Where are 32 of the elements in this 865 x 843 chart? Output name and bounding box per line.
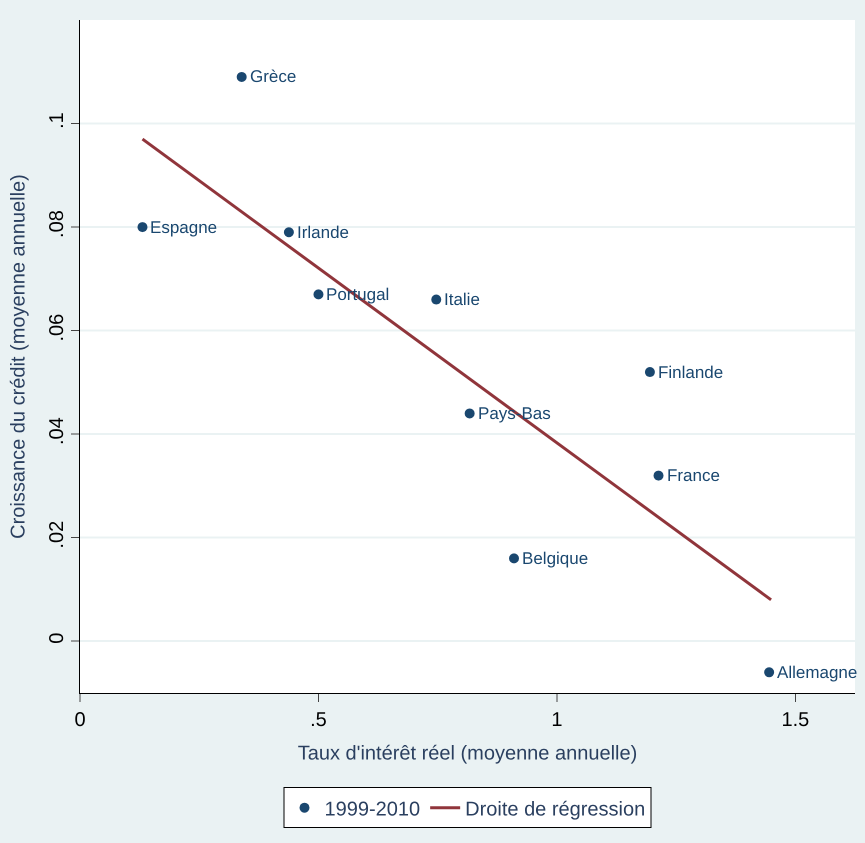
annotation: Italie (444, 290, 480, 309)
x-tick-label: 1.5 (781, 709, 810, 731)
point (654, 470, 664, 481)
legend-label: 1999-2010 (324, 798, 420, 821)
y-tick-label: 0 (46, 632, 68, 644)
legend-label: Droite de régression (465, 798, 646, 821)
point (644, 367, 655, 378)
y-tick-label: .02 (46, 520, 68, 549)
annotation: Irlande (297, 223, 349, 242)
annotation: Grèce (250, 67, 296, 86)
x-axis-title: Taux d'intérêt réel (moyenne annuelle) (298, 742, 638, 764)
point (764, 667, 774, 678)
y-tick-label: .08 (46, 210, 68, 238)
point (431, 294, 442, 305)
point (236, 72, 247, 82)
x-tick-label: 0 (74, 709, 86, 731)
point (313, 289, 324, 300)
annotation: Belgique (522, 549, 588, 568)
annotation: Allemagne (777, 663, 858, 682)
point (509, 553, 519, 564)
point (137, 222, 148, 232)
y-tick-label: .06 (46, 314, 68, 342)
annotation: France (667, 466, 720, 485)
y-axis-title: Croissance du crédit (moyenne annuelle) (8, 174, 30, 539)
y-tick-label: .04 (46, 417, 68, 446)
annotation: Espagne (150, 218, 218, 237)
point (284, 227, 294, 238)
y-tick-label: .1 (46, 112, 68, 129)
x-tick-label: .5 (310, 709, 327, 731)
x-tick-label: 1 (551, 709, 562, 731)
annotation: Finlande (658, 363, 724, 382)
point (464, 408, 475, 418)
